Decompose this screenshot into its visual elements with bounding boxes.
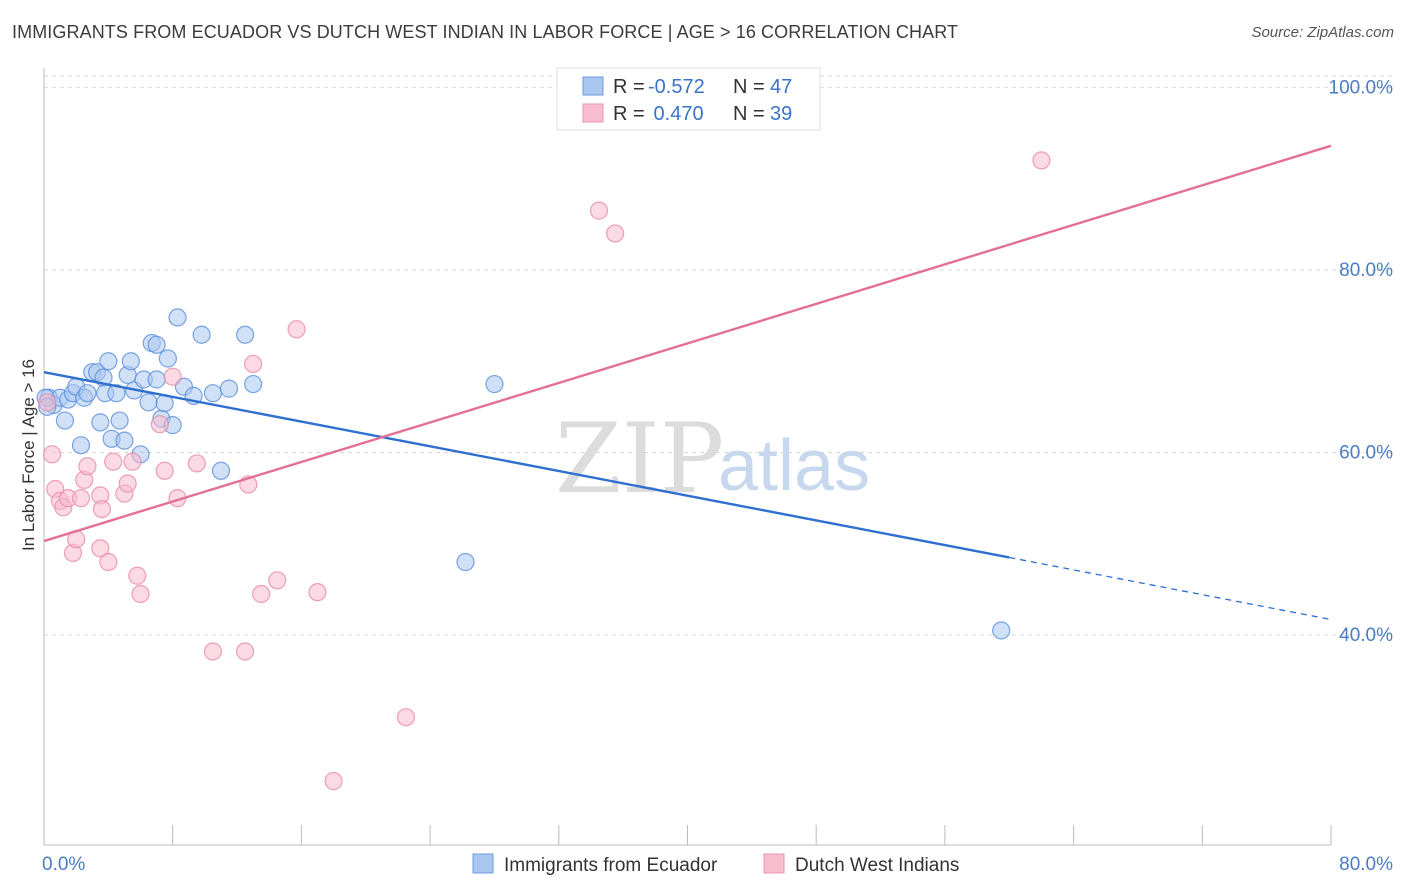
chart-title: IMMIGRANTS FROM ECUADOR VS DUTCH WEST IN…: [12, 22, 959, 42]
y-tick-label-3: 100.0%: [1329, 77, 1394, 98]
watermark: ZIP atlas: [555, 403, 870, 515]
point-ecuador-21: [121, 352, 140, 371]
point-ecuador-27: [147, 335, 166, 354]
point-dutch-11: [91, 539, 110, 558]
point-dutch-15: [104, 452, 123, 471]
legend-swatch-dutch-west-indian: [582, 103, 604, 123]
x-tick-label-min: 0.0%: [42, 854, 85, 875]
y-tick-label-1: 60.0%: [1339, 443, 1393, 464]
x-tick-labels: 0.0% 80.0%: [42, 854, 1393, 875]
trend-lines: [43, 144, 1332, 621]
legend-r-value-2: 0.470: [648, 103, 704, 125]
stats-legend: R = -0.572 N = 47 R = 0.470 N = 39: [556, 67, 821, 131]
series-legend: Immigrants from Ecuador Dutch West India…: [472, 853, 959, 876]
point-dutch-37: [606, 224, 625, 243]
point-dutch-25: [187, 454, 206, 473]
point-dutch-34: [324, 772, 343, 791]
point-dutch-13: [92, 499, 112, 519]
point-ecuador-39: [235, 325, 255, 344]
legend-n-value-1: 47: [770, 76, 792, 98]
point-dutch-30: [252, 584, 271, 604]
point-ecuador-19: [115, 431, 134, 450]
legend-r-label-2: R =: [613, 103, 645, 125]
point-ecuador-43: [992, 621, 1011, 640]
point-dutch-26: [203, 642, 223, 661]
point-ecuador-30: [158, 349, 177, 368]
point-ecuador-25: [139, 393, 158, 412]
point-dutch-23: [163, 367, 182, 386]
point-dutch-31: [268, 571, 287, 590]
point-ecuador-9: [78, 384, 97, 403]
legend-n-label-2: N =: [733, 103, 765, 125]
point-dutch-1: [42, 445, 62, 464]
bottom-legend-swatch-ecuador: [472, 853, 494, 874]
watermark-atlas: atlas: [718, 426, 870, 506]
point-ecuador-3: [55, 411, 75, 430]
point-dutch-35: [396, 708, 416, 727]
trend-line-ecuador: [43, 370, 1010, 559]
point-dutch-36: [589, 201, 609, 220]
legend-r-value-1: -0.572: [648, 76, 705, 98]
bottom-legend-swatch-dutch: [763, 853, 785, 874]
point-dutch-20: [131, 584, 150, 604]
trend-line-dutch-west-indian: [43, 144, 1332, 543]
bottom-legend-label-ecuador: Immigrants from Ecuador: [504, 855, 718, 876]
point-dutch-21: [150, 415, 169, 434]
point-ecuador-46: [147, 370, 166, 389]
legend-r-label-1: R =: [613, 76, 645, 98]
point-dutch-19: [128, 566, 147, 585]
x-tick-label-max: 80.0%: [1339, 854, 1393, 875]
point-dutch-17: [118, 474, 137, 493]
y-axis-label: In Labor Force | Age > 16: [19, 359, 38, 551]
point-dutch-0: [38, 393, 57, 412]
data-points: [36, 151, 1051, 791]
trend-line-ecuador-extension: [1009, 556, 1332, 621]
bottom-legend-label-dutch: Dutch West Indians: [795, 855, 959, 876]
point-dutch-8: [71, 489, 91, 508]
gridlines: [44, 75, 1392, 636]
point-ecuador-15: [99, 352, 118, 371]
y-tick-label-2: 80.0%: [1339, 260, 1393, 281]
point-ecuador-40: [244, 374, 263, 394]
point-dutch-32: [287, 320, 306, 339]
source-credit: Source: ZipAtlas.com: [1251, 24, 1394, 41]
point-dutch-29: [244, 354, 263, 374]
y-tick-labels: 40.0% 60.0% 80.0% 100.0%: [1329, 77, 1394, 646]
point-ecuador-38: [219, 379, 239, 398]
legend-n-label-1: N =: [733, 76, 765, 98]
point-ecuador-7: [71, 436, 91, 455]
point-dutch-33: [308, 583, 327, 602]
point-ecuador-42: [485, 374, 504, 394]
point-ecuador-17: [107, 384, 126, 403]
point-ecuador-18: [110, 411, 129, 430]
point-dutch-27: [235, 642, 255, 661]
point-ecuador-35: [192, 325, 211, 344]
point-ecuador-37: [211, 461, 231, 480]
point-ecuador-32: [168, 308, 187, 327]
y-tick-label-0: 40.0%: [1339, 625, 1393, 646]
point-dutch-10: [78, 457, 97, 476]
point-dutch-38: [1032, 151, 1051, 170]
point-ecuador-36: [203, 384, 223, 403]
point-ecuador-12: [91, 413, 110, 432]
point-dutch-18: [123, 452, 142, 471]
point-dutch-14: [99, 552, 118, 572]
point-dutch-22: [155, 461, 174, 480]
legend-swatch-ecuador: [582, 76, 604, 96]
legend-n-value-2: 39: [770, 103, 792, 125]
point-ecuador-41: [456, 552, 475, 572]
